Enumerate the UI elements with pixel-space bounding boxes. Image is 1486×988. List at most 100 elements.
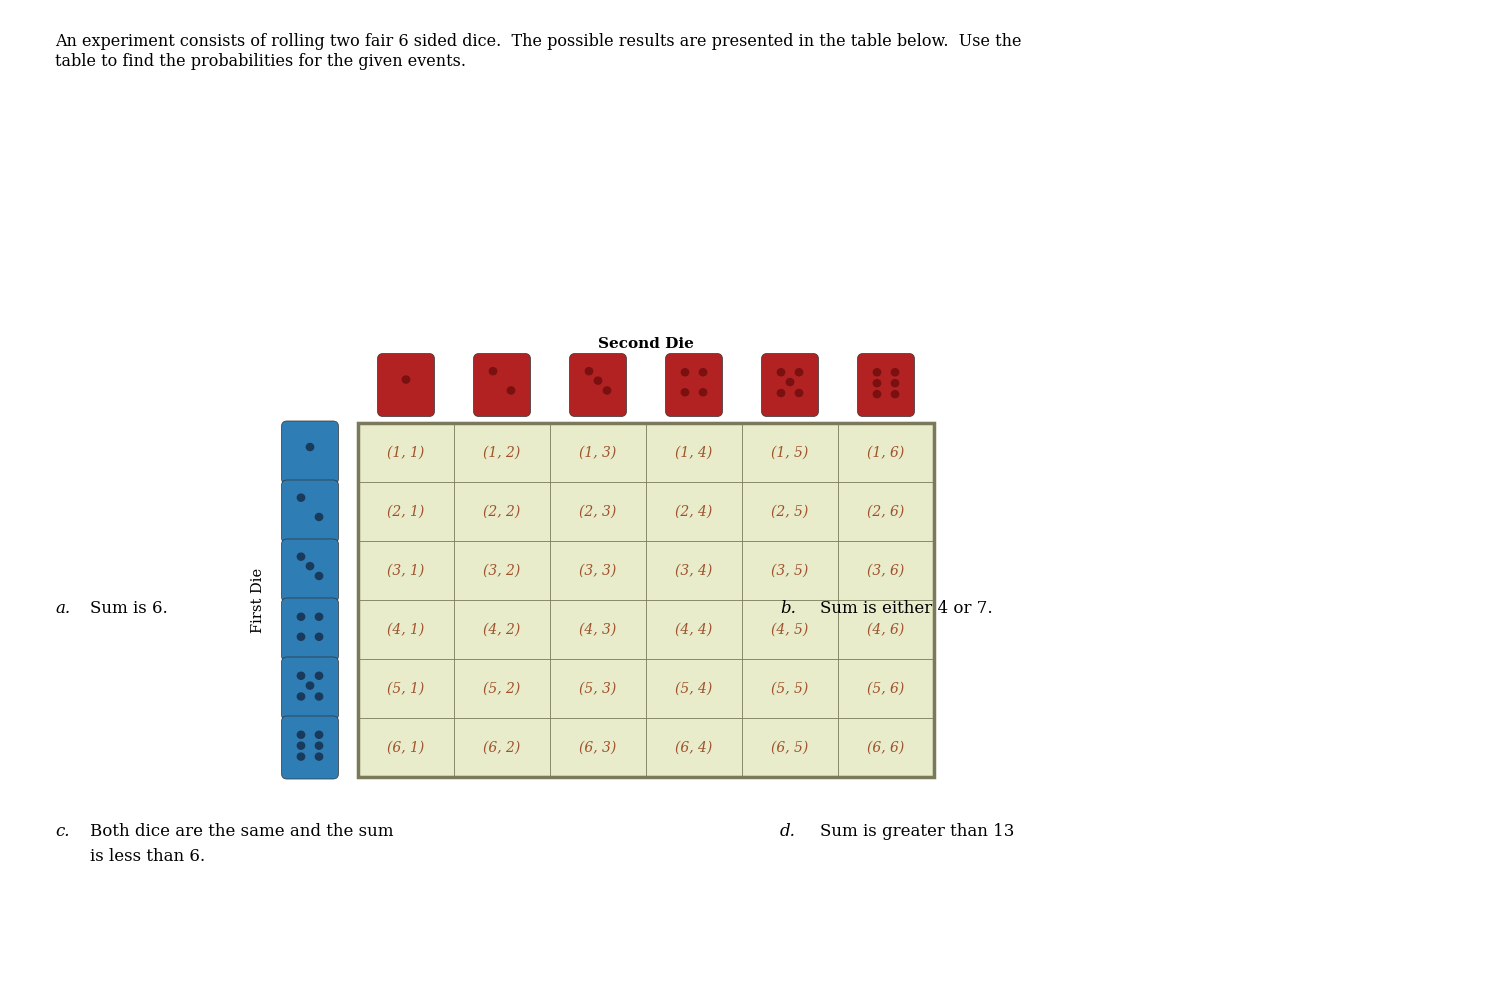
Ellipse shape — [700, 388, 707, 396]
Text: (3, 2): (3, 2) — [483, 563, 520, 578]
Ellipse shape — [306, 562, 314, 570]
Ellipse shape — [874, 390, 881, 397]
Text: (4, 4): (4, 4) — [675, 622, 713, 636]
FancyBboxPatch shape — [281, 598, 339, 661]
Ellipse shape — [315, 572, 322, 580]
Text: Second Die: Second Die — [597, 337, 694, 351]
Ellipse shape — [315, 633, 322, 640]
Ellipse shape — [795, 389, 802, 396]
Ellipse shape — [297, 742, 305, 749]
Text: (4, 5): (4, 5) — [771, 622, 808, 636]
Text: (1, 1): (1, 1) — [388, 446, 425, 459]
Ellipse shape — [795, 369, 802, 375]
Ellipse shape — [306, 444, 314, 451]
Text: (1, 4): (1, 4) — [675, 446, 713, 459]
Text: (1, 2): (1, 2) — [483, 446, 520, 459]
Ellipse shape — [507, 387, 514, 394]
Text: (3, 4): (3, 4) — [675, 563, 713, 578]
Text: (3, 5): (3, 5) — [771, 563, 808, 578]
Text: (6, 1): (6, 1) — [388, 740, 425, 755]
FancyBboxPatch shape — [281, 480, 339, 543]
Text: (2, 4): (2, 4) — [675, 505, 713, 519]
Ellipse shape — [700, 369, 707, 375]
Ellipse shape — [681, 388, 688, 396]
FancyBboxPatch shape — [569, 354, 627, 417]
Text: (6, 2): (6, 2) — [483, 740, 520, 755]
Ellipse shape — [892, 390, 899, 397]
Ellipse shape — [315, 742, 322, 749]
Ellipse shape — [297, 614, 305, 620]
FancyBboxPatch shape — [281, 421, 339, 484]
Text: (5, 3): (5, 3) — [580, 682, 617, 696]
Text: Sum is 6.: Sum is 6. — [91, 600, 168, 617]
FancyBboxPatch shape — [377, 354, 434, 417]
Ellipse shape — [681, 369, 688, 375]
Text: c.: c. — [55, 823, 70, 840]
Ellipse shape — [603, 387, 611, 394]
Ellipse shape — [892, 379, 899, 386]
Text: (4, 2): (4, 2) — [483, 622, 520, 636]
Text: table to find the probabilities for the given events.: table to find the probabilities for the … — [55, 53, 467, 70]
Ellipse shape — [315, 614, 322, 620]
Ellipse shape — [315, 693, 322, 700]
Text: (5, 4): (5, 4) — [675, 682, 713, 696]
Bar — [358, 423, 935, 777]
Ellipse shape — [403, 376, 410, 383]
Text: (3, 3): (3, 3) — [580, 563, 617, 578]
Ellipse shape — [777, 389, 785, 396]
Ellipse shape — [297, 672, 305, 680]
Ellipse shape — [297, 693, 305, 700]
Text: Both dice are the same and the sum: Both dice are the same and the sum — [91, 823, 394, 840]
Ellipse shape — [892, 369, 899, 375]
Text: (1, 3): (1, 3) — [580, 446, 617, 459]
Text: b.: b. — [780, 600, 796, 617]
Bar — [358, 423, 935, 777]
Ellipse shape — [306, 682, 314, 689]
Text: d.: d. — [780, 823, 796, 840]
Text: (3, 1): (3, 1) — [388, 563, 425, 578]
Text: (5, 6): (5, 6) — [868, 682, 905, 696]
FancyBboxPatch shape — [857, 354, 914, 417]
Text: (2, 5): (2, 5) — [771, 505, 808, 519]
Text: (4, 6): (4, 6) — [868, 622, 905, 636]
Ellipse shape — [874, 369, 881, 375]
Text: a.: a. — [55, 600, 70, 617]
Text: (1, 6): (1, 6) — [868, 446, 905, 459]
Text: (2, 1): (2, 1) — [388, 505, 425, 519]
Ellipse shape — [315, 672, 322, 680]
Text: (2, 2): (2, 2) — [483, 505, 520, 519]
Text: Sum is either 4 or 7.: Sum is either 4 or 7. — [820, 600, 993, 617]
Ellipse shape — [315, 731, 322, 738]
Text: Sum is greater than 13: Sum is greater than 13 — [820, 823, 1015, 840]
Ellipse shape — [297, 753, 305, 760]
Text: An experiment consists of rolling two fair 6 sided dice.  The possible results a: An experiment consists of rolling two fa… — [55, 33, 1021, 50]
Ellipse shape — [297, 731, 305, 738]
Text: (6, 5): (6, 5) — [771, 740, 808, 755]
Ellipse shape — [777, 369, 785, 375]
Text: is less than 6.: is less than 6. — [91, 848, 205, 865]
Text: (3, 6): (3, 6) — [868, 563, 905, 578]
Text: (5, 1): (5, 1) — [388, 682, 425, 696]
Ellipse shape — [297, 494, 305, 501]
Ellipse shape — [315, 514, 322, 521]
Text: (4, 3): (4, 3) — [580, 622, 617, 636]
Ellipse shape — [786, 378, 794, 385]
Text: (6, 6): (6, 6) — [868, 740, 905, 755]
Text: First Die: First Die — [251, 567, 265, 632]
Ellipse shape — [594, 377, 602, 384]
FancyBboxPatch shape — [281, 539, 339, 602]
Text: (6, 3): (6, 3) — [580, 740, 617, 755]
Ellipse shape — [489, 368, 496, 374]
Text: (4, 1): (4, 1) — [388, 622, 425, 636]
Text: (2, 3): (2, 3) — [580, 505, 617, 519]
Ellipse shape — [585, 368, 593, 374]
Text: (6, 4): (6, 4) — [675, 740, 713, 755]
FancyBboxPatch shape — [281, 657, 339, 720]
FancyBboxPatch shape — [666, 354, 722, 417]
FancyBboxPatch shape — [761, 354, 819, 417]
Ellipse shape — [297, 633, 305, 640]
Ellipse shape — [874, 379, 881, 386]
Text: (2, 6): (2, 6) — [868, 505, 905, 519]
Text: (5, 2): (5, 2) — [483, 682, 520, 696]
Ellipse shape — [297, 553, 305, 560]
